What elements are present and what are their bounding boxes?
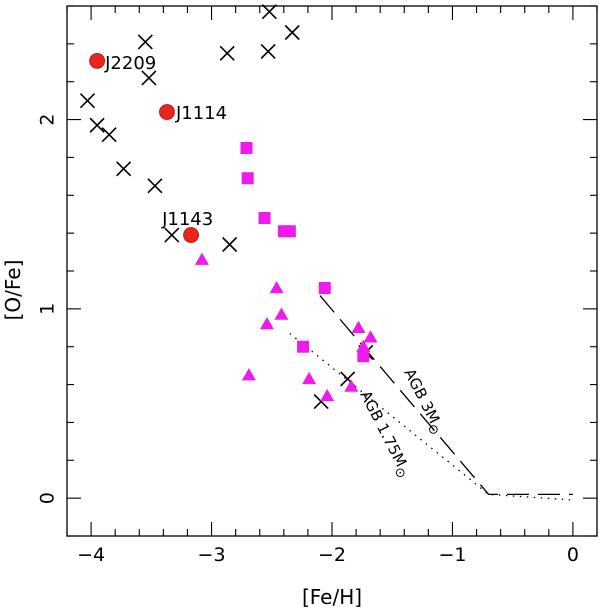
cross-point	[164, 227, 180, 243]
y-tick-label: 0	[37, 492, 59, 504]
star-label: J1114	[175, 103, 227, 124]
square-point	[297, 340, 310, 353]
square-point	[258, 212, 271, 224]
triangle-point	[356, 339, 371, 352]
triangle-point	[274, 307, 289, 320]
triangle-point	[344, 379, 359, 392]
star-label: J1143	[161, 209, 213, 230]
x-tick-label: −3	[198, 544, 226, 566]
cross-point	[284, 24, 300, 41]
y-tick-label: 2	[37, 114, 59, 126]
star-label: J2209	[104, 53, 156, 74]
x-tick-label: −1	[438, 544, 466, 566]
cross-point	[261, 4, 277, 20]
x-tick-label: 0	[567, 544, 579, 566]
square-point	[357, 350, 370, 363]
plot-frame	[66, 5, 598, 537]
triangle-point	[259, 317, 274, 330]
cross-point	[79, 93, 96, 109]
triangle-point	[302, 371, 317, 385]
axis-ticks: −4 −3 −2 −1 0 0 1 2	[37, 5, 598, 566]
agb-model-line	[289, 332, 573, 501]
triangle-point	[194, 252, 209, 265]
triangle-point	[241, 368, 256, 381]
program-star-point	[159, 104, 175, 120]
agb-model-line	[319, 295, 573, 496]
cross-point	[141, 70, 157, 86]
program-star-point	[89, 52, 106, 69]
cross-point	[260, 43, 276, 59]
cross-point	[147, 178, 163, 194]
program-star-point	[183, 227, 199, 243]
data-points	[79, 4, 378, 410]
cross-point	[116, 161, 132, 177]
square-point	[241, 172, 254, 185]
square-point	[240, 141, 253, 154]
model-label: AGB 3M⊙	[397, 366, 448, 438]
cross-point	[219, 45, 235, 61]
y-axis-label: [O/Fe]	[1, 260, 25, 321]
triangle-point	[351, 320, 366, 334]
cross-point	[101, 127, 117, 143]
cross-point	[222, 236, 238, 253]
agb-model-lines: AGB 3M⊙AGB 1.75M⊙	[289, 295, 573, 501]
triangle-point	[269, 281, 284, 294]
triangle-point	[363, 330, 378, 343]
x-tick-label: −2	[318, 544, 346, 566]
triangle-point	[320, 388, 335, 402]
x-tick-label: −4	[77, 544, 105, 566]
x-axis-label: [Fe/H]	[302, 585, 362, 609]
cross-point	[89, 117, 105, 133]
point-labels: J2209 J1114 J1143	[104, 53, 227, 230]
square-point	[283, 225, 296, 238]
model-label: AGB 1.75M⊙	[353, 388, 415, 482]
square-point	[318, 282, 331, 295]
cross-point	[137, 34, 153, 50]
y-tick-label: 1	[37, 303, 59, 315]
